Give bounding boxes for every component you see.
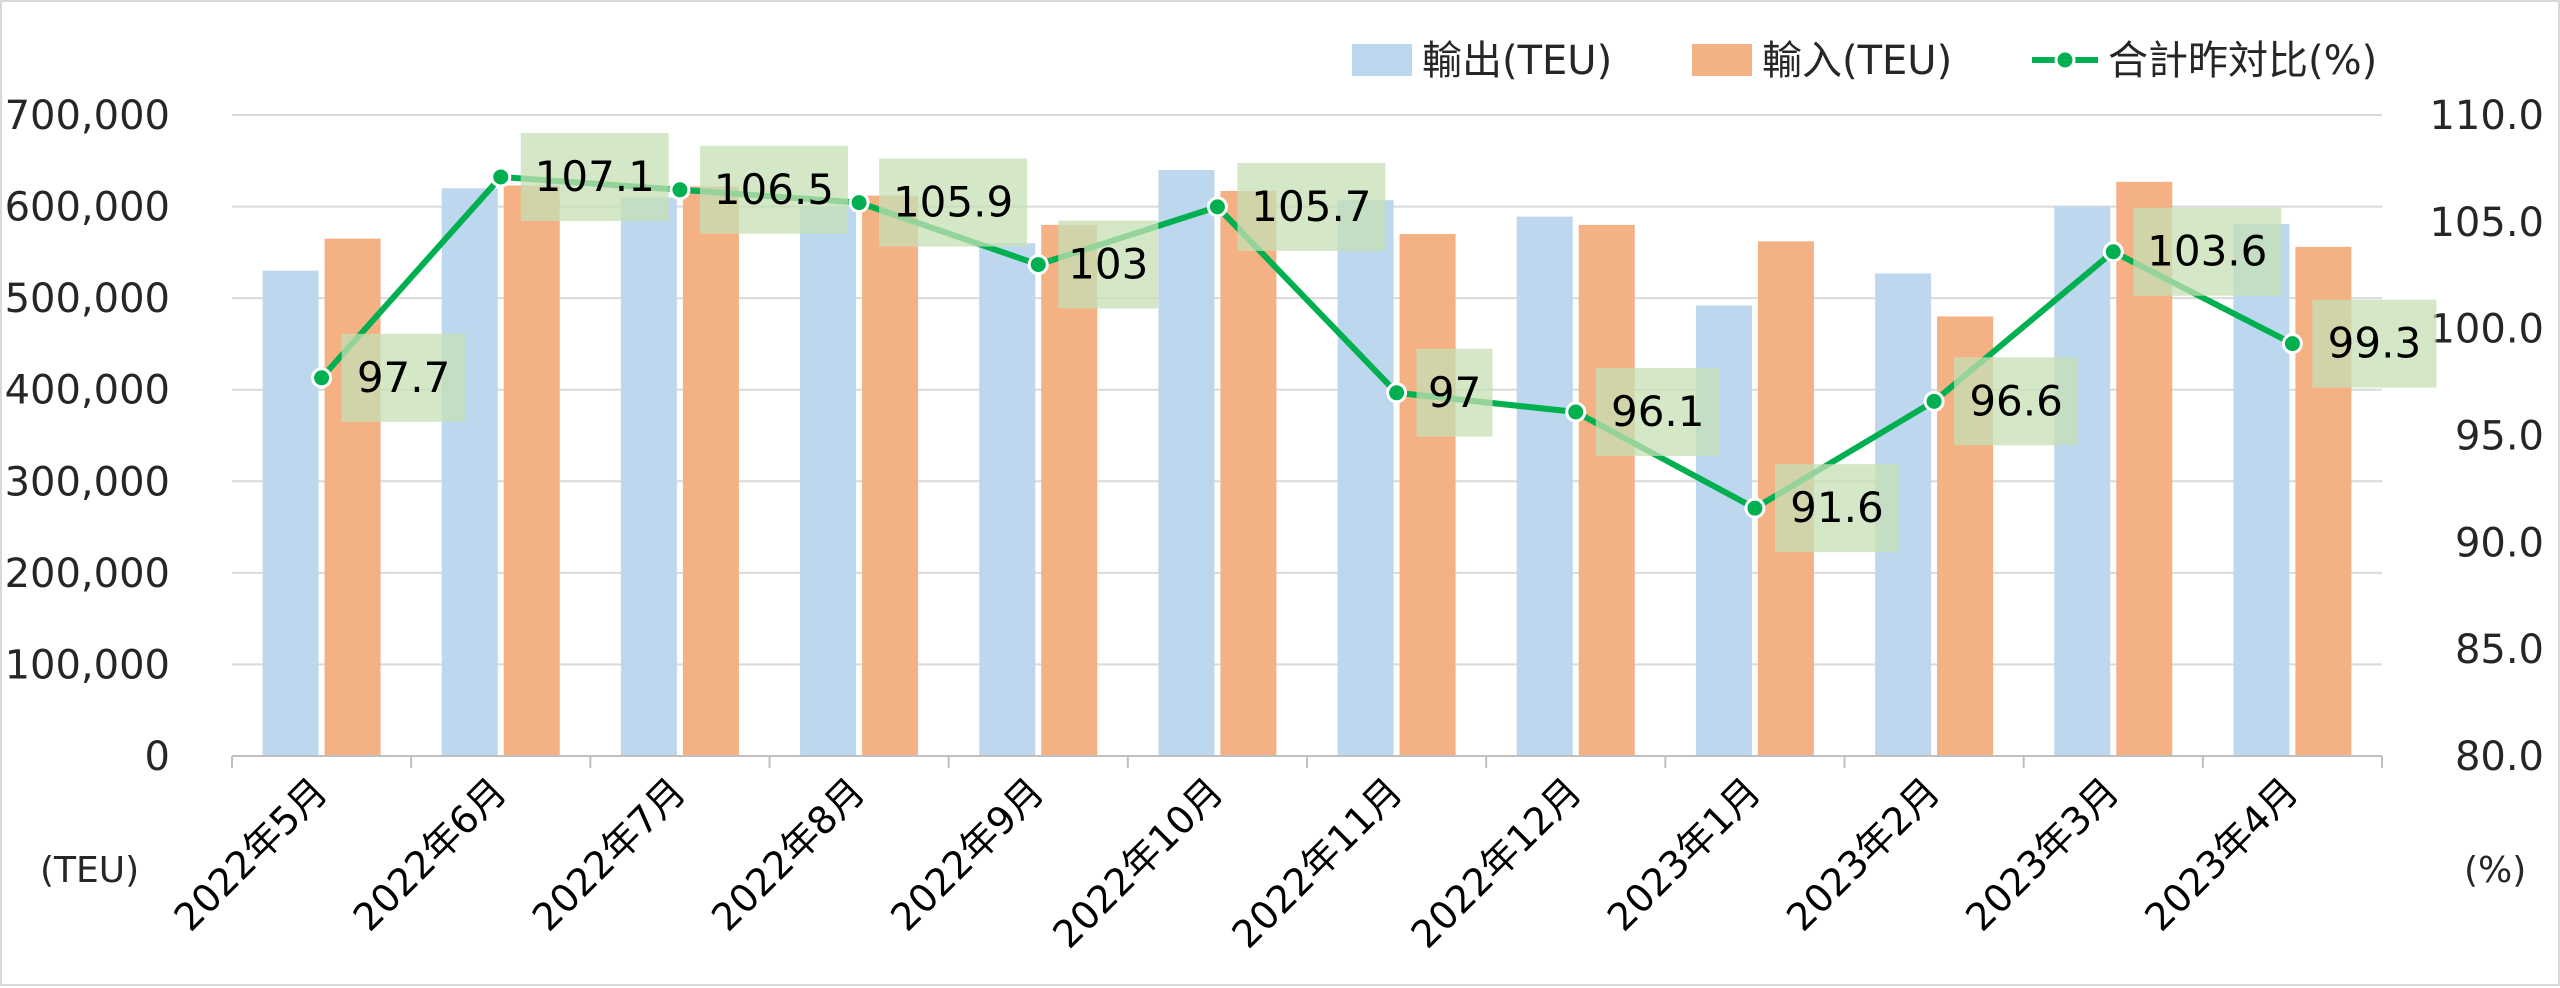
export-bar xyxy=(1158,169,1215,756)
y-left-tick-label: 600,000 xyxy=(5,185,170,231)
y-right-tick-label: 80.0 xyxy=(2455,734,2544,780)
y-right-tick-label: 105.0 xyxy=(2429,200,2544,246)
export-bar xyxy=(620,197,677,756)
data-label-box xyxy=(341,333,466,422)
y-right-tick-label: 100.0 xyxy=(2429,307,2544,353)
export-bar xyxy=(1516,216,1573,756)
ratio-point xyxy=(311,367,333,389)
ratio-point xyxy=(490,166,512,188)
y-left-tick-label: 300,000 xyxy=(5,459,170,505)
y-left-tick-label: 200,000 xyxy=(5,551,170,597)
legend-label-export: 輸出(TEU) xyxy=(1422,38,1612,84)
legend-label-import: 輸入(TEU) xyxy=(1762,38,1952,84)
y-right-tick-label: 85.0 xyxy=(2455,627,2544,673)
ratio-data-label: 103 xyxy=(1068,240,1148,289)
ratio-point xyxy=(1923,390,1945,412)
bars xyxy=(262,169,2352,757)
y-left-tick-label: 500,000 xyxy=(5,276,170,322)
data-label-box xyxy=(699,145,848,234)
ratio-point xyxy=(1386,382,1408,404)
x-category-label: 2022年7月 xyxy=(524,769,694,939)
data-label-box xyxy=(1954,357,2079,446)
y-right-unit-label: (%) xyxy=(2464,850,2526,891)
import-bar xyxy=(324,238,381,756)
ratio-point xyxy=(848,192,870,214)
ratio-data-label: 91.6 xyxy=(1790,483,1884,532)
import-bar xyxy=(682,186,739,756)
import-bar xyxy=(1399,234,1456,757)
import-bar xyxy=(862,195,919,756)
ratio-data-label: 105.9 xyxy=(893,178,1013,227)
ratio-point xyxy=(1565,401,1587,423)
data-labels: 97.7 107.1 106.5 105.9 103 105.7 97 96.1 91.6 96.… xyxy=(341,132,2437,553)
ratio-point xyxy=(1744,497,1766,519)
legend-swatch-export xyxy=(1352,44,1412,76)
x-category-label: 2022年11月 xyxy=(1224,769,1411,956)
ratio-data-label: 96.1 xyxy=(1611,387,1705,436)
legend-label-ratio: 合計昨対比(%) xyxy=(2108,38,2377,84)
x-category-label: 2022年5月 xyxy=(166,769,336,939)
y-left-tick-label: 400,000 xyxy=(5,368,170,414)
export-bar xyxy=(2054,206,2111,757)
x-category-label: 2022年6月 xyxy=(345,769,515,939)
data-label-box xyxy=(520,132,669,221)
x-category-label: 2022年8月 xyxy=(703,769,873,939)
x-category-label: 2022年12月 xyxy=(1403,769,1590,956)
export-bar xyxy=(800,206,857,757)
import-bar xyxy=(1041,224,1098,756)
export-bar xyxy=(441,188,498,756)
ratio-data-label: 99.3 xyxy=(2328,319,2422,368)
x-category-label: 2023年4月 xyxy=(2136,769,2306,939)
data-label-box xyxy=(1595,367,1720,456)
legend-swatch-import xyxy=(1692,44,1752,76)
ratio-data-label: 107.1 xyxy=(535,152,655,201)
y-left-tick-label: 700,000 xyxy=(5,93,170,139)
ratio-point xyxy=(1027,254,1049,276)
export-bar xyxy=(979,243,1036,756)
ratio-point xyxy=(1206,196,1228,218)
ratio-point xyxy=(669,179,691,201)
x-category-label: 2022年9月 xyxy=(882,769,1052,939)
legend-marker-ratio xyxy=(2054,49,2076,71)
import-bar xyxy=(1220,191,1277,757)
data-label-box xyxy=(2312,299,2437,388)
import-bar xyxy=(1578,224,1635,756)
y-right-tick-label: 95.0 xyxy=(2455,414,2544,460)
y-right-tick-label: 90.0 xyxy=(2455,520,2544,566)
ratio-point xyxy=(2281,333,2303,355)
export-bar xyxy=(262,270,319,756)
y-left-tick-label: 0 xyxy=(145,734,170,780)
y-right-tick-label: 110.0 xyxy=(2429,93,2544,139)
ratio-data-label: 106.5 xyxy=(714,165,834,214)
ratio-data-label: 97 xyxy=(1428,368,1481,417)
ratio-data-label: 97.7 xyxy=(357,353,451,402)
y-left-unit-label: (TEU) xyxy=(40,850,139,891)
data-label-box xyxy=(1774,464,1899,553)
x-category-label: 2023年1月 xyxy=(1599,769,1769,939)
ratio-data-label: 96.6 xyxy=(1969,376,2063,425)
legend: 輸出(TEU) 輸入(TEU) 合計昨対比(%) xyxy=(1352,38,2377,84)
ratio-data-label: 105.7 xyxy=(1251,182,1371,231)
data-label-box xyxy=(2133,207,2282,296)
x-category-label: 2023年3月 xyxy=(1957,769,2127,939)
export-bar xyxy=(1337,200,1394,756)
x-category-label: 2022年10月 xyxy=(1044,769,1231,956)
export-bar xyxy=(2233,223,2290,757)
y-left-tick-label: 100,000 xyxy=(5,642,170,688)
x-category-label: 2023年2月 xyxy=(1778,769,1948,939)
import-bar xyxy=(503,185,560,756)
ratio-data-label: 103.6 xyxy=(2147,227,2267,276)
data-label-box xyxy=(1237,162,1386,251)
data-label-box xyxy=(879,158,1028,247)
ratio-point xyxy=(2102,241,2124,263)
data-label-box xyxy=(1416,348,1493,437)
data-label-box xyxy=(1058,220,1159,309)
